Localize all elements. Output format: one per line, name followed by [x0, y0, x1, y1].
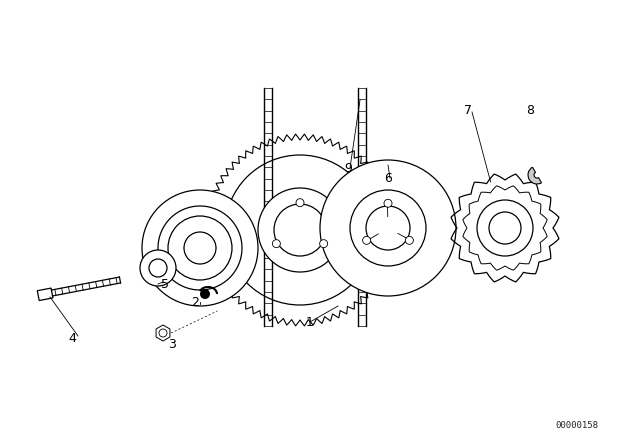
Circle shape	[296, 199, 304, 207]
Circle shape	[405, 237, 413, 244]
Circle shape	[363, 237, 371, 244]
Circle shape	[273, 240, 280, 248]
Text: 7: 7	[464, 103, 472, 116]
Circle shape	[258, 188, 342, 272]
Wedge shape	[528, 167, 541, 184]
Circle shape	[350, 190, 426, 266]
Circle shape	[320, 160, 456, 296]
Circle shape	[140, 250, 176, 286]
Text: 8: 8	[526, 103, 534, 116]
Text: 00000158: 00000158	[555, 421, 598, 430]
Circle shape	[477, 200, 533, 256]
Circle shape	[366, 206, 410, 250]
Polygon shape	[156, 325, 170, 341]
Text: 2: 2	[191, 296, 199, 309]
Circle shape	[201, 131, 399, 329]
Circle shape	[384, 199, 392, 207]
Circle shape	[274, 204, 326, 256]
Text: 3: 3	[168, 339, 176, 352]
Circle shape	[200, 289, 210, 299]
Circle shape	[158, 206, 242, 290]
Circle shape	[319, 240, 328, 248]
Circle shape	[159, 329, 167, 337]
Circle shape	[142, 190, 258, 306]
Circle shape	[149, 259, 167, 277]
Text: 1: 1	[306, 315, 314, 328]
Text: 9: 9	[344, 161, 352, 175]
Circle shape	[489, 212, 521, 244]
Text: 4: 4	[68, 332, 76, 345]
Text: 5: 5	[161, 279, 169, 292]
Text: 6: 6	[384, 172, 392, 185]
Polygon shape	[37, 288, 53, 301]
Circle shape	[184, 232, 216, 264]
Circle shape	[451, 174, 559, 282]
Circle shape	[168, 216, 232, 280]
